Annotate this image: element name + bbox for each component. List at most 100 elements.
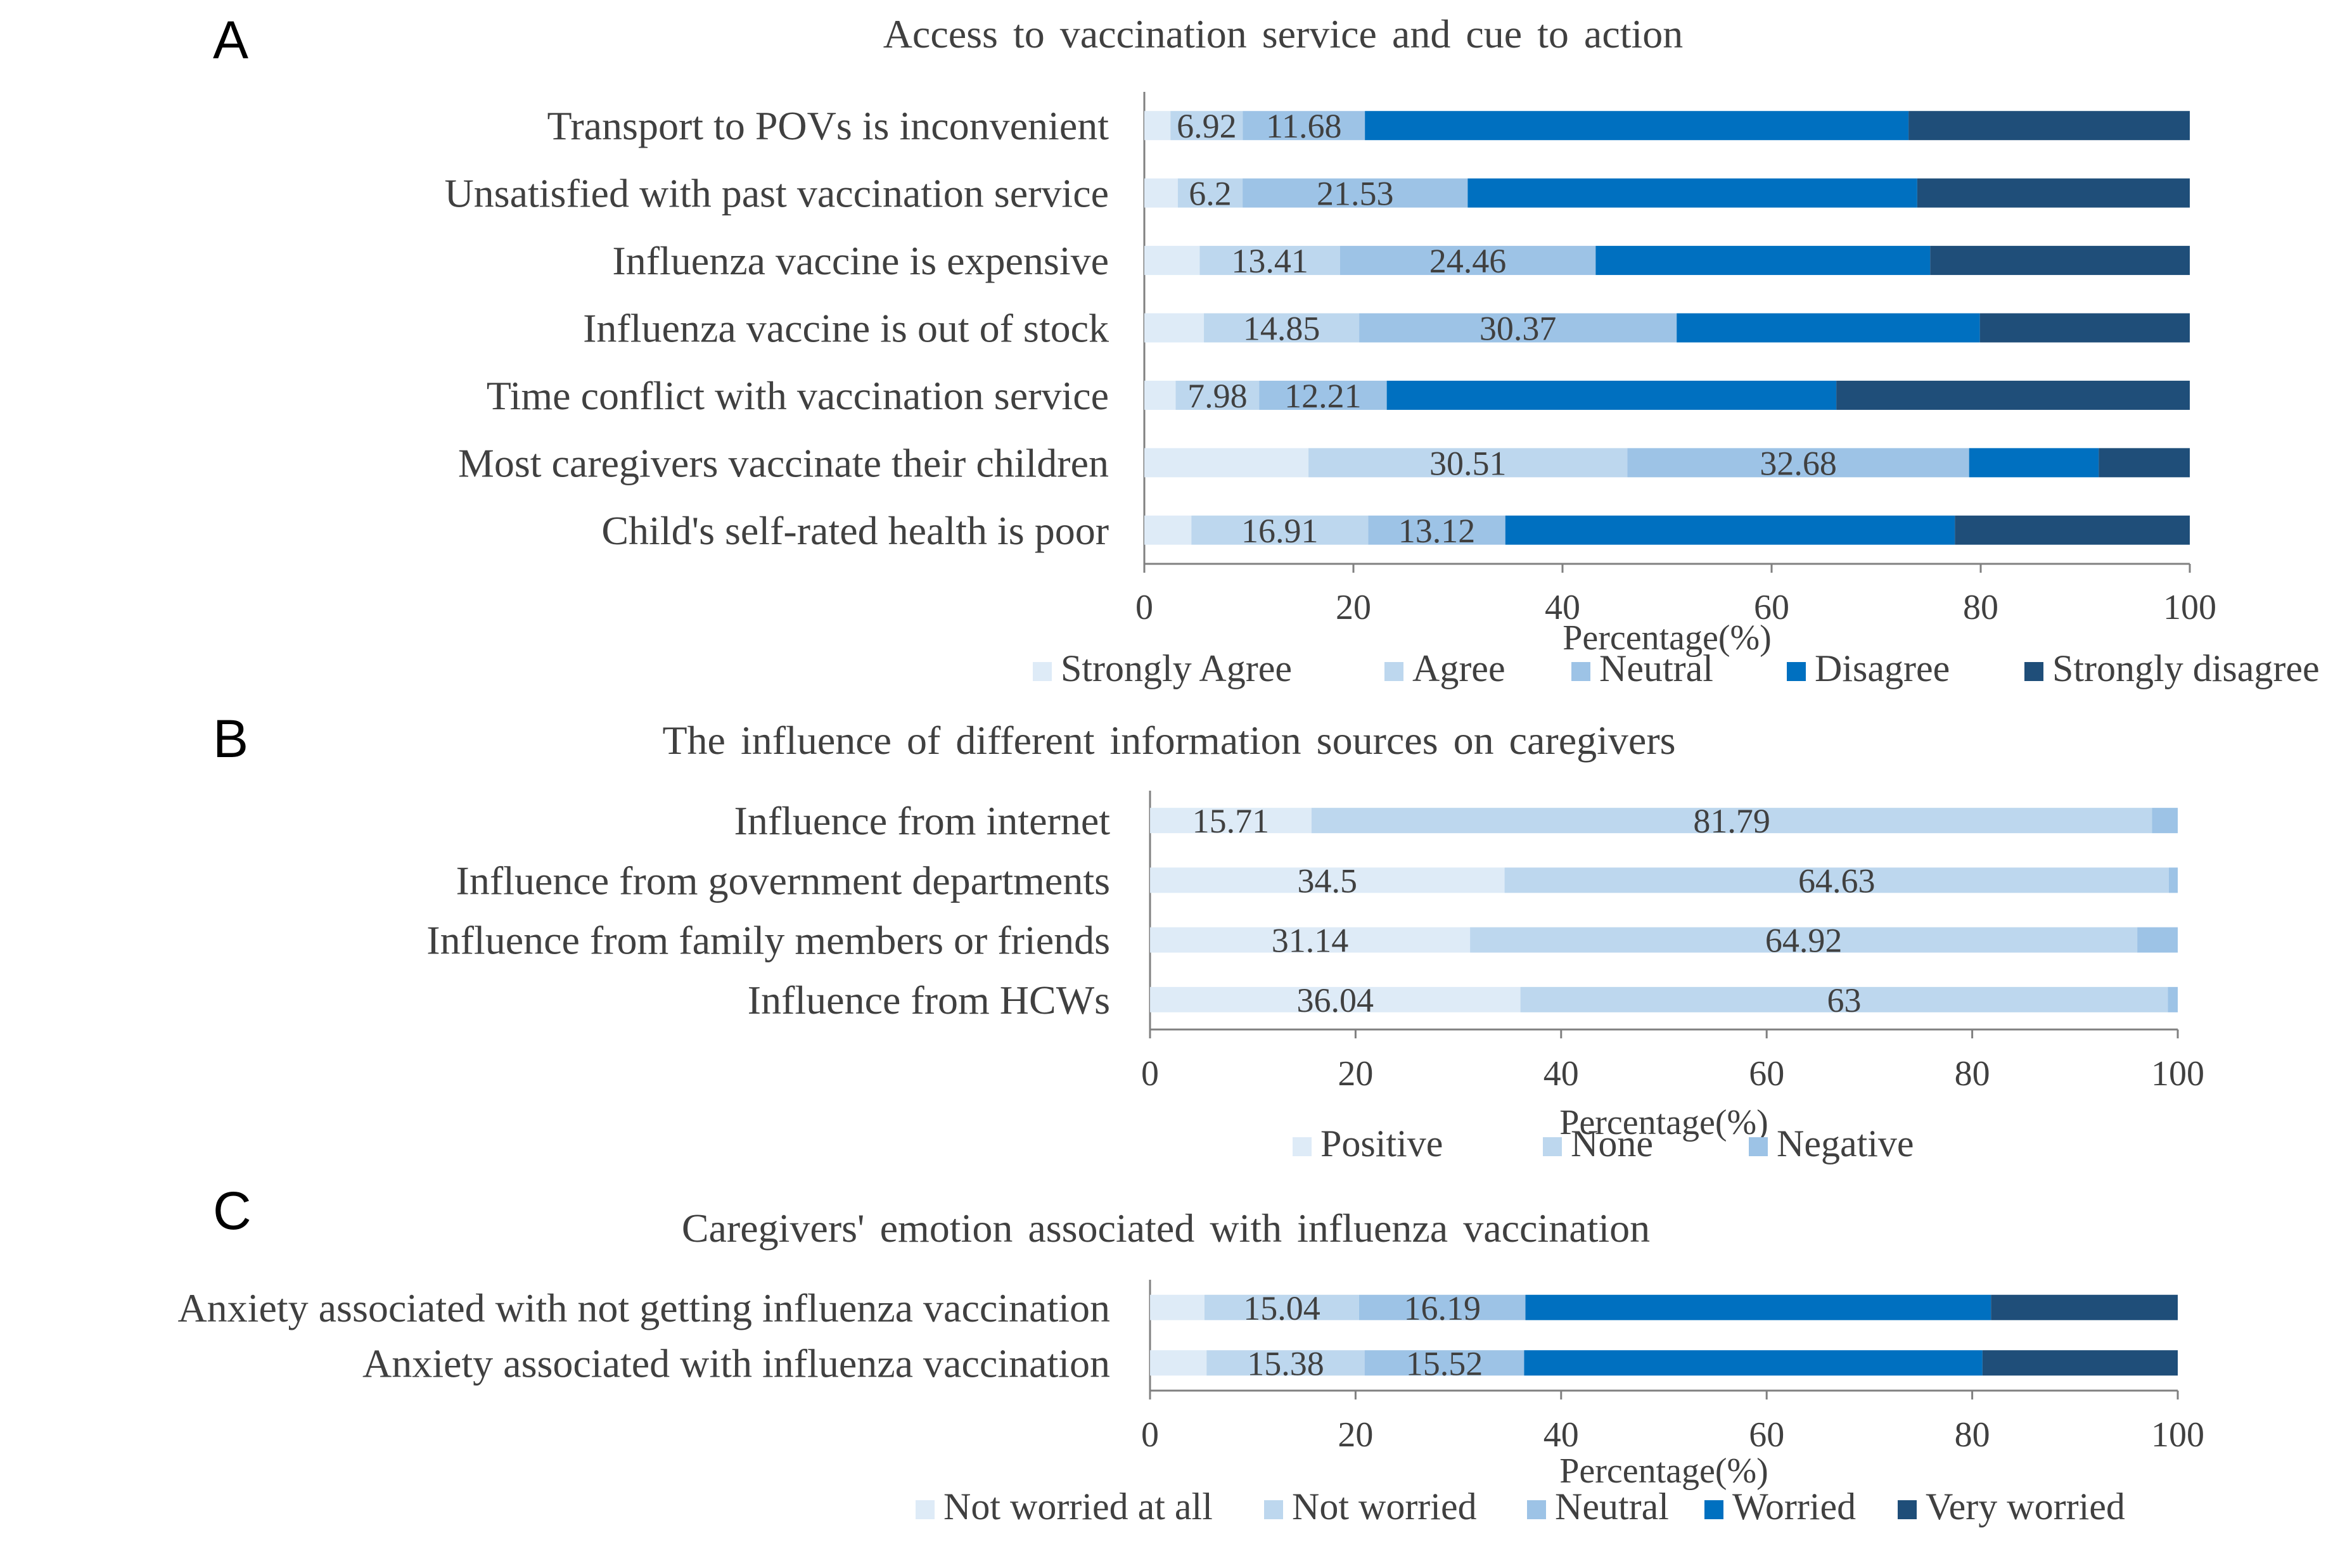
category-label: Influence from government departments — [456, 858, 1111, 903]
bar-segment — [1308, 448, 1628, 478]
bar-segment — [1677, 313, 1980, 343]
bar-segment — [1365, 111, 1909, 141]
x-tick-label: 0 — [1141, 1415, 1159, 1455]
data-label: 21.53 — [1317, 175, 1394, 213]
x-tick-label: 80 — [1963, 588, 1998, 627]
bar-segment — [1243, 111, 1365, 141]
legend-swatch — [916, 1500, 935, 1519]
bar-segment — [1259, 380, 1387, 410]
legend-swatch — [1787, 662, 1806, 681]
legend-label: Neutral — [1555, 1486, 1669, 1527]
bar-segment — [1908, 111, 2190, 141]
bar-segment — [1170, 111, 1243, 141]
legend-label: Positive — [1320, 1123, 1443, 1164]
x-tick-label: 100 — [2151, 1054, 2204, 1093]
bar-segment — [1386, 380, 1837, 410]
bar-segment — [1144, 178, 1178, 208]
x-tick-label: 80 — [1955, 1054, 1990, 1093]
category-label: Influenza vaccine is out of stock — [583, 306, 1109, 351]
data-label: 13.12 — [1398, 512, 1476, 550]
category-label: Anxiety associated with not getting infl… — [177, 1285, 1110, 1330]
legend-swatch — [1527, 1500, 1546, 1519]
legend-swatch — [1033, 662, 1052, 681]
panel-letter-b: B — [213, 709, 248, 768]
data-label: 13.41 — [1231, 242, 1308, 280]
x-tick-label: 40 — [1545, 588, 1580, 627]
data-label: 6.92 — [1177, 107, 1237, 145]
bar-segment — [1505, 515, 1955, 545]
legend-swatch — [1264, 1500, 1283, 1519]
bar-segment — [1206, 1350, 1365, 1376]
legend-label: Not worried at all — [943, 1486, 1213, 1527]
category-label: Child's self-rated health is poor — [601, 508, 1109, 553]
legend-label: Disagree — [1815, 647, 1950, 689]
bar-segment — [1524, 1350, 1983, 1376]
data-label: 24.46 — [1429, 242, 1507, 280]
data-label: 34.5 — [1298, 862, 1358, 900]
chart-title: The influence of different information s… — [662, 718, 1675, 763]
bar-segment — [1627, 448, 1969, 478]
bar-segment — [1467, 178, 1917, 208]
data-label: 64.92 — [1765, 922, 1843, 960]
category-label: Most caregivers vaccinate their children — [458, 440, 1109, 485]
legend-swatch — [1704, 1500, 1723, 1519]
bar-segment — [1930, 246, 2190, 276]
x-tick-label: 40 — [1544, 1415, 1579, 1455]
panel-letter-a: A — [213, 10, 248, 70]
data-label: 6.2 — [1189, 175, 1232, 213]
category-label: Time conflict with vaccination service — [487, 373, 1109, 418]
bar-segment — [1150, 808, 1312, 834]
panel-letter-c: C — [213, 1181, 252, 1240]
bar-segment — [2099, 448, 2190, 478]
legend-swatch — [2024, 662, 2043, 681]
bar-segment — [1955, 515, 2190, 545]
legend-label: Strongly disagree — [2052, 647, 2320, 689]
category-label: Influenza vaccine is expensive — [612, 238, 1109, 283]
category-label: Influence from internet — [734, 798, 1111, 843]
bar-segment — [2168, 986, 2178, 1012]
bar-segment — [1150, 867, 1505, 893]
bar-segment — [1144, 111, 1171, 141]
data-label: 36.04 — [1297, 981, 1374, 1019]
data-label: 30.37 — [1480, 310, 1557, 348]
data-label: 16.91 — [1241, 512, 1319, 550]
bar-segment — [1982, 1350, 2178, 1376]
bar-segment — [1204, 1294, 1359, 1320]
chart-title: Caregivers' emotion associated with infl… — [682, 1206, 1650, 1251]
bar-segment — [1359, 313, 1677, 343]
bar-segment — [2152, 808, 2178, 834]
bar-segment — [1520, 986, 2168, 1012]
legend-label: Not worried — [1292, 1486, 1477, 1527]
bar-segment — [1177, 178, 1243, 208]
legend-label: Neutral — [1599, 647, 1713, 689]
data-label: 11.68 — [1266, 107, 1342, 145]
bar-segment — [1917, 178, 2190, 208]
data-label: 15.71 — [1192, 802, 1270, 840]
x-tick-label: 40 — [1544, 1054, 1579, 1093]
data-label: 32.68 — [1760, 444, 1837, 482]
bar-segment — [1199, 246, 1340, 276]
data-label: 30.51 — [1429, 444, 1507, 482]
x-tick-label: 60 — [1749, 1054, 1784, 1093]
category-label: Anxiety associated with influenza vaccin… — [362, 1341, 1110, 1386]
bar-segment — [2168, 867, 2178, 893]
legend-label: Very worried — [1926, 1486, 2125, 1527]
legend-swatch — [1293, 1137, 1312, 1156]
bar-segment — [1470, 927, 2138, 953]
bar-segment — [1969, 448, 2099, 478]
x-tick-label: 80 — [1955, 1415, 1990, 1455]
legend-swatch — [1384, 662, 1403, 681]
bar-segment — [1150, 927, 1471, 953]
bar-segment — [1144, 313, 1205, 343]
legend-label: Strongly Agree — [1061, 647, 1292, 689]
bar-segment — [1243, 178, 1468, 208]
data-label: 7.98 — [1187, 377, 1248, 415]
legend-swatch — [1571, 662, 1590, 681]
bar-segment — [1144, 380, 1176, 410]
bar-segment — [1191, 515, 1369, 545]
chart-panel-b: The influence of different information s… — [426, 718, 2204, 1164]
category-label: Influence from HCWs — [748, 978, 1110, 1023]
x-tick-label: 60 — [1754, 588, 1789, 627]
data-label: 31.14 — [1272, 922, 1349, 960]
